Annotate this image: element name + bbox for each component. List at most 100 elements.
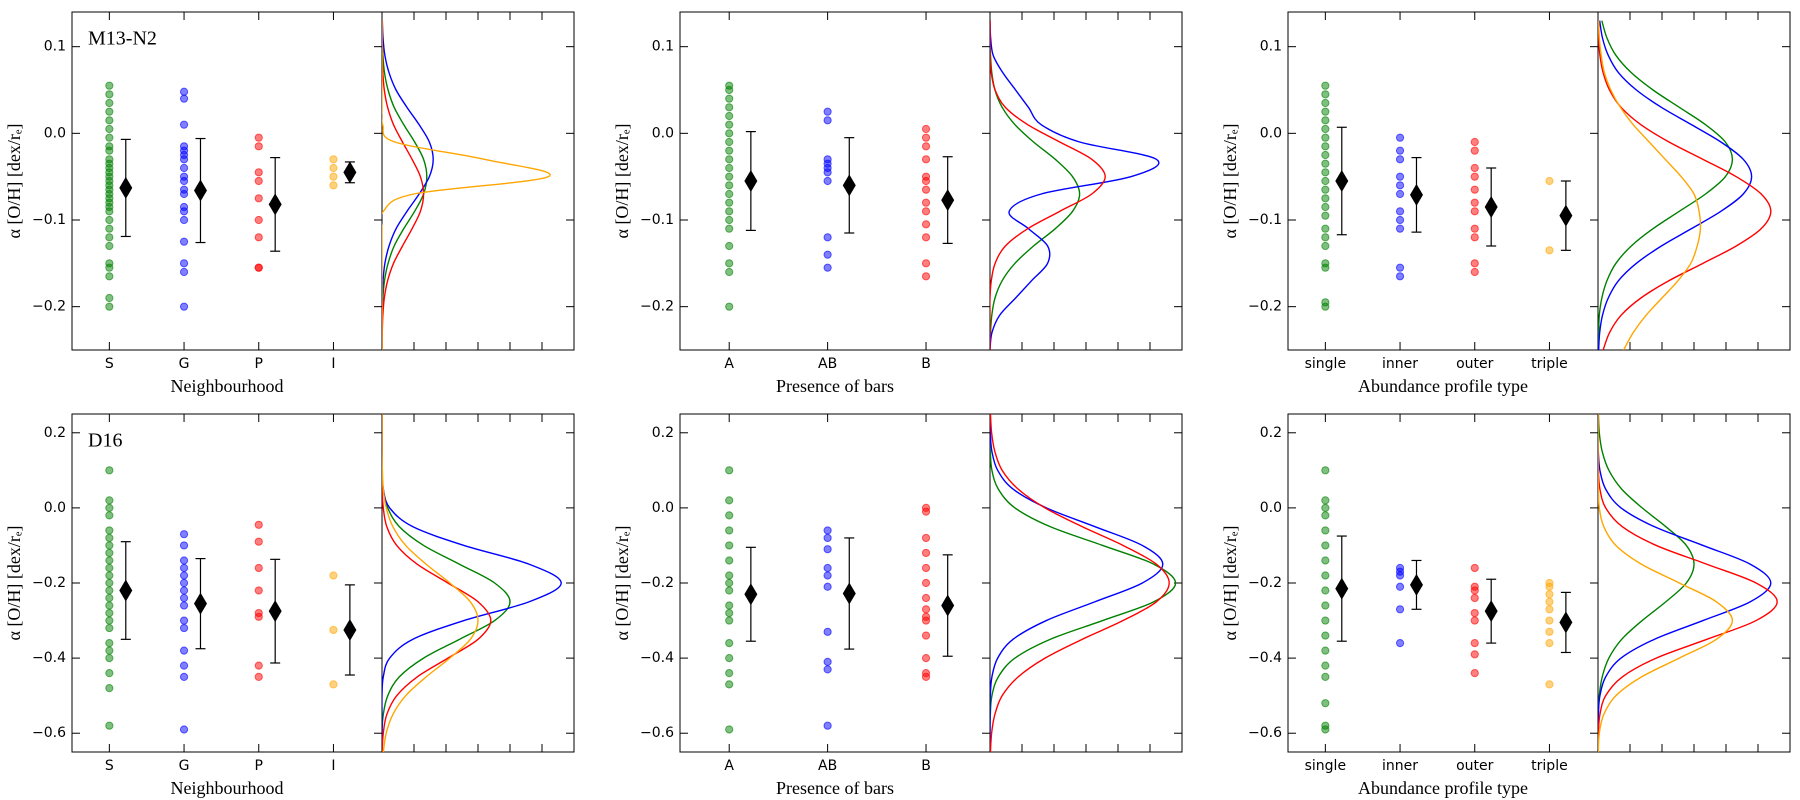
data-point bbox=[105, 669, 114, 678]
data-point bbox=[725, 511, 734, 520]
data-point bbox=[1395, 133, 1405, 142]
data-point bbox=[1321, 616, 1330, 625]
data-point bbox=[1321, 503, 1330, 512]
data-point bbox=[179, 556, 189, 565]
data-point bbox=[179, 120, 189, 129]
y-tick-label: 0.1 bbox=[652, 39, 674, 55]
data-point bbox=[921, 654, 931, 663]
data-point bbox=[1321, 124, 1330, 134]
mean-marker bbox=[1409, 573, 1423, 596]
data-point bbox=[105, 578, 114, 588]
data-point bbox=[725, 111, 734, 121]
data-point bbox=[1545, 590, 1554, 599]
data-point bbox=[823, 582, 832, 591]
data-point bbox=[105, 496, 114, 505]
data-point bbox=[1545, 246, 1554, 255]
data-point bbox=[329, 625, 338, 635]
data-point bbox=[254, 520, 263, 529]
kde-curve bbox=[1598, 20, 1734, 350]
x-tick-label: outer bbox=[1456, 356, 1494, 372]
data-point bbox=[823, 563, 832, 573]
y-axis-label: α [O/H] [dex/rₑ] bbox=[4, 525, 24, 640]
strip-frame bbox=[679, 11, 991, 351]
y-tick-label: 0.2 bbox=[44, 425, 66, 441]
data-point bbox=[105, 81, 114, 90]
data-point bbox=[725, 578, 734, 588]
data-point bbox=[725, 120, 734, 129]
data-point bbox=[179, 267, 189, 277]
data-point bbox=[179, 155, 189, 164]
data-point bbox=[1395, 146, 1405, 155]
mean-marker bbox=[941, 189, 955, 212]
data-point bbox=[725, 571, 734, 580]
data-point bbox=[1321, 526, 1330, 535]
data-point bbox=[921, 578, 931, 588]
data-point bbox=[823, 233, 832, 242]
data-point bbox=[725, 181, 734, 190]
data-point bbox=[179, 586, 189, 595]
data-point bbox=[1395, 215, 1405, 225]
data-point bbox=[1470, 198, 1479, 207]
data-point bbox=[179, 616, 189, 625]
data-point bbox=[1321, 107, 1330, 116]
data-point bbox=[1321, 672, 1330, 681]
data-point bbox=[105, 224, 114, 233]
mean-marker bbox=[268, 193, 282, 216]
data-point bbox=[105, 90, 114, 99]
x-tick-label: I bbox=[331, 758, 335, 774]
x-tick-label: triple bbox=[1531, 356, 1568, 372]
data-point bbox=[823, 657, 832, 666]
y-tick-label: −0.1 bbox=[32, 212, 66, 228]
mean-marker bbox=[119, 579, 133, 602]
data-point bbox=[725, 137, 734, 147]
mean-marker bbox=[193, 179, 207, 202]
data-point bbox=[823, 627, 832, 636]
x-tick-label: S bbox=[105, 758, 114, 774]
data-point bbox=[921, 631, 931, 640]
data-point bbox=[105, 571, 114, 580]
data-point bbox=[105, 272, 114, 281]
data-point bbox=[179, 163, 189, 173]
data-point bbox=[179, 578, 189, 588]
data-point bbox=[823, 526, 832, 535]
data-point bbox=[1470, 267, 1479, 277]
data-point bbox=[179, 646, 189, 655]
data-point bbox=[1321, 233, 1330, 242]
data-point bbox=[1470, 650, 1479, 659]
data-point bbox=[1321, 586, 1330, 595]
data-point bbox=[823, 545, 832, 554]
data-point bbox=[105, 654, 114, 663]
data-point bbox=[725, 556, 734, 565]
data-point bbox=[725, 608, 734, 618]
data-point bbox=[725, 267, 734, 277]
data-point bbox=[921, 616, 931, 625]
x-axis-label: Presence of bars bbox=[776, 778, 894, 798]
data-point bbox=[921, 233, 931, 242]
data-point bbox=[1395, 638, 1405, 648]
data-point bbox=[921, 605, 931, 614]
kde-curve bbox=[1598, 414, 1734, 752]
kde-frame bbox=[381, 11, 575, 351]
panel-label: M13-N2 bbox=[88, 28, 157, 50]
data-point bbox=[921, 142, 931, 151]
data-point bbox=[823, 250, 832, 259]
kde-curve bbox=[990, 414, 1164, 752]
y-tick-label: −0.2 bbox=[1248, 299, 1282, 315]
data-point bbox=[254, 537, 263, 546]
data-point bbox=[179, 207, 189, 216]
data-point bbox=[105, 233, 114, 242]
data-point bbox=[1545, 605, 1554, 614]
data-point bbox=[1395, 571, 1405, 580]
data-point bbox=[1470, 163, 1479, 173]
data-point bbox=[105, 146, 114, 155]
x-tick-label: single bbox=[1305, 758, 1346, 774]
data-point bbox=[1321, 202, 1330, 212]
mean-marker bbox=[1484, 600, 1498, 623]
data-point bbox=[725, 207, 734, 216]
data-point bbox=[1395, 172, 1405, 181]
data-point bbox=[1321, 159, 1330, 168]
data-point bbox=[921, 272, 931, 281]
data-point bbox=[1470, 638, 1479, 648]
kde-curve bbox=[990, 20, 1106, 350]
